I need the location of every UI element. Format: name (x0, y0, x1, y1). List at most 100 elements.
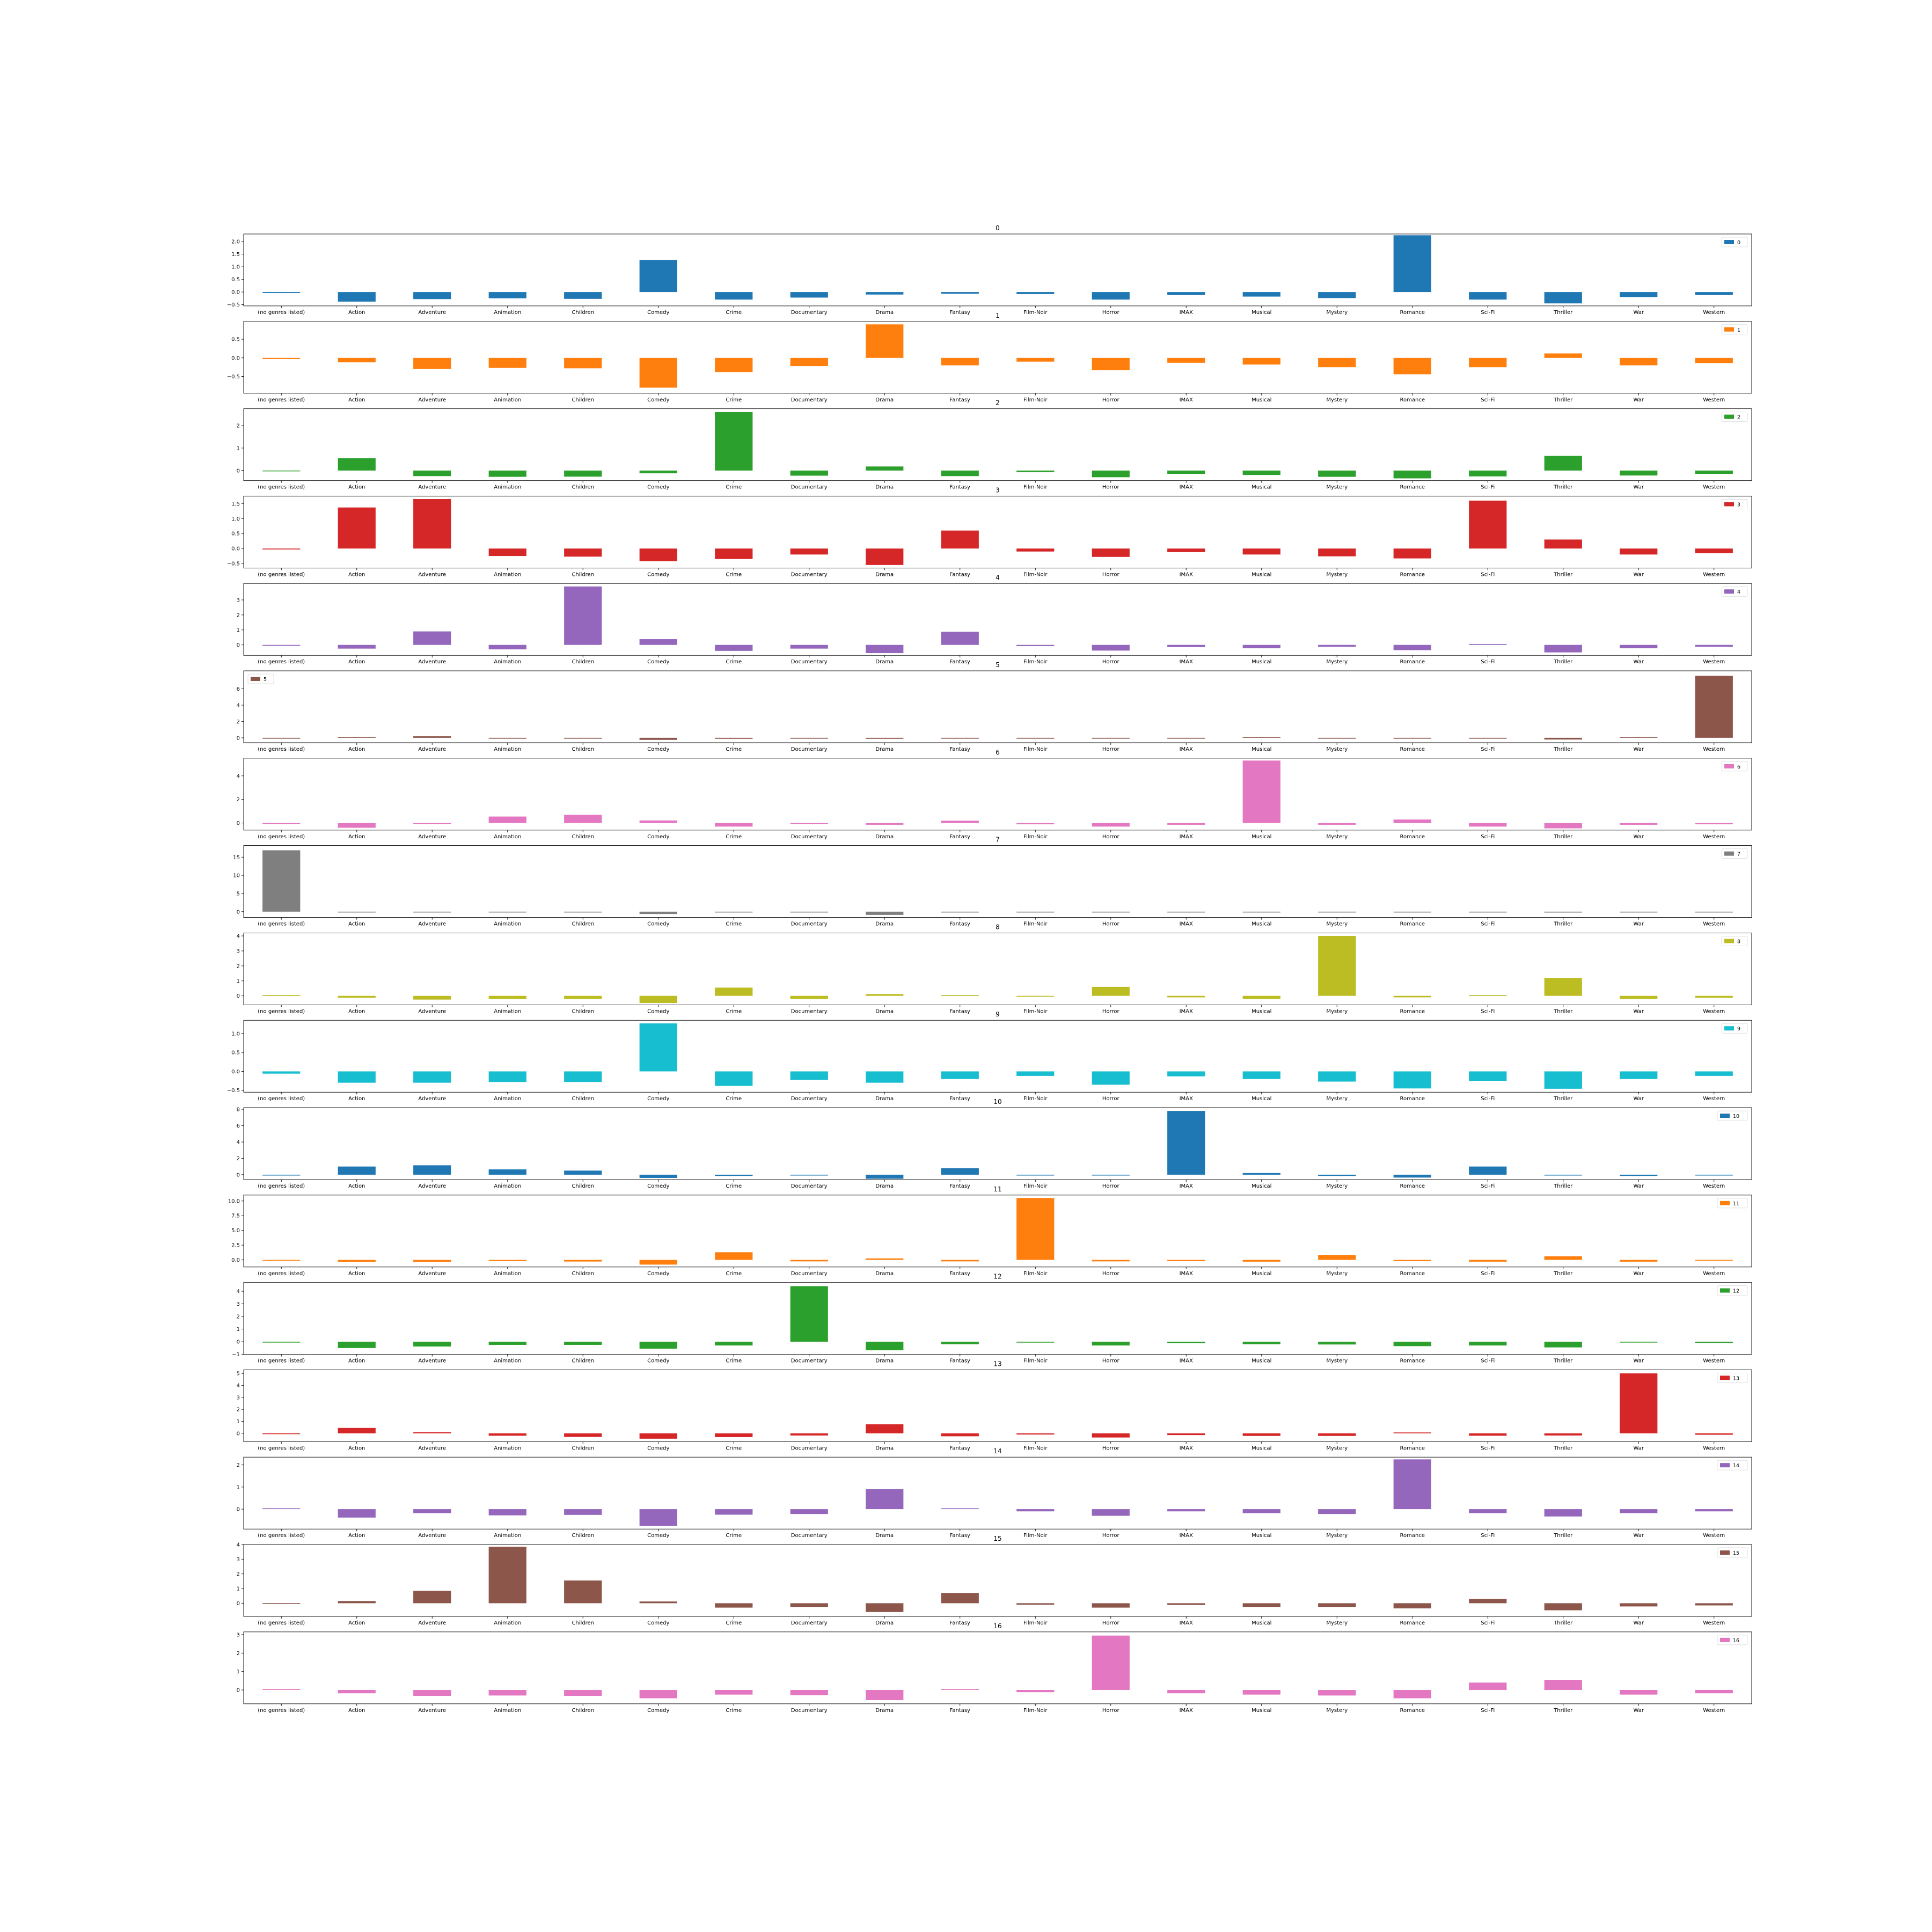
bar-comedy (639, 1601, 677, 1604)
bar-drama (866, 823, 904, 825)
legend-label: 13 (1733, 1375, 1739, 1381)
bar-drama (866, 466, 904, 471)
legend-swatch (1724, 1026, 1734, 1031)
bar-western (1695, 1260, 1733, 1261)
legend-box (1721, 1023, 1748, 1034)
bar-mystery (1318, 1342, 1356, 1345)
bar-musical (1242, 1509, 1280, 1513)
x-tick-label: Film-Noir (1023, 397, 1048, 403)
x-tick-label: Action (348, 1008, 365, 1014)
x-tick-label: Sci-Fi (1481, 310, 1495, 316)
x-tick-label: Crime (726, 1271, 742, 1277)
bar-thriller (1544, 911, 1582, 913)
x-tick-label: Thriller (1553, 310, 1573, 316)
x-tick-label: Mystery (1326, 1533, 1348, 1539)
bar-mystery (1318, 1603, 1356, 1607)
bar-war (1620, 1071, 1658, 1079)
x-tick-label: Horror (1102, 1445, 1120, 1451)
bar-sci-fi (1469, 911, 1507, 913)
bar-romance (1393, 235, 1431, 292)
x-tick-label: Fantasy (950, 572, 971, 577)
x-tick-label: Animation (494, 1096, 521, 1102)
bar-children (564, 996, 602, 999)
x-tick-label: Crime (726, 1445, 742, 1451)
bar-action (338, 996, 376, 998)
x-tick-label: Romance (1400, 310, 1425, 316)
x-tick-label: Children (572, 659, 594, 665)
bar-animation (488, 911, 526, 913)
bar-film-noir (1016, 645, 1055, 646)
y-tick-label: −0.5 (227, 561, 240, 567)
bar-children (564, 586, 602, 645)
bar-musical (1242, 996, 1280, 999)
x-tick-label: (no genres listed) (258, 1271, 305, 1277)
bar-romance (1393, 1071, 1431, 1089)
bar-romance (1393, 819, 1431, 823)
bar-romance (1393, 1603, 1431, 1608)
legend-box (1721, 586, 1748, 597)
x-tick-label: Documentary (791, 1445, 828, 1451)
bar-drama (866, 737, 904, 739)
bar-war (1620, 470, 1658, 475)
bar-imax (1167, 1690, 1205, 1694)
y-tick-label: 4 (237, 1542, 240, 1548)
bar-adventure (413, 996, 451, 1000)
bar-action (338, 1601, 376, 1604)
x-tick-label: Crime (726, 397, 742, 403)
x-tick-label: Sci-Fi (1481, 1358, 1495, 1364)
y-tick-label: 1 (237, 1484, 240, 1490)
bar-mystery (1318, 823, 1356, 825)
y-tick-label: 3 (237, 597, 240, 603)
x-tick-label: Documentary (791, 659, 828, 665)
legend-box (1721, 412, 1748, 422)
x-tick-label: Thriller (1553, 572, 1573, 577)
bar-crime (715, 987, 753, 996)
x-tick-label: Musical (1252, 310, 1271, 316)
x-tick-label: Film-Noir (1023, 310, 1048, 316)
x-tick-label: Action (348, 397, 365, 403)
bar-animation (488, 1433, 526, 1436)
x-tick-label: Musical (1252, 1445, 1271, 1451)
y-tick-label: 0 (237, 1340, 240, 1345)
x-tick-label: Film-Noir (1023, 1096, 1048, 1102)
x-tick-label: Mystery (1326, 1445, 1348, 1451)
bar-horror (1092, 1260, 1130, 1262)
x-tick-label: Mystery (1326, 1096, 1348, 1102)
bar-crime (715, 1071, 753, 1086)
bar-fantasy (941, 470, 979, 477)
bar-drama (866, 645, 904, 654)
bar-film-noir (1016, 911, 1055, 913)
x-tick-label: Thriller (1553, 1183, 1573, 1189)
bar-war (1620, 645, 1658, 648)
x-tick-label: IMAX (1180, 1708, 1193, 1714)
bar-western (1695, 470, 1733, 474)
x-tick-label: Action (348, 485, 365, 491)
x-tick-label: Drama (875, 1533, 894, 1539)
x-tick-label: Mystery (1326, 1271, 1348, 1277)
y-tick-label: 3 (237, 1301, 240, 1307)
y-tick-label: 1.5 (231, 501, 240, 507)
legend: 15 (1717, 1547, 1748, 1558)
bar-children (564, 1342, 602, 1345)
x-tick-label: Children (572, 397, 594, 403)
bar-animation (488, 645, 526, 650)
x-tick-label: Romance (1400, 659, 1425, 665)
bar-horror (1092, 986, 1130, 996)
bar-action (338, 1260, 376, 1262)
x-tick-label: (no genres listed) (258, 572, 305, 577)
bar-adventure (413, 1071, 451, 1083)
x-tick-label: Children (572, 1096, 594, 1102)
bar-thriller (1544, 737, 1582, 740)
bar-mystery (1318, 548, 1356, 557)
legend-swatch (251, 677, 260, 681)
y-tick-label: 0.0 (231, 355, 240, 361)
x-tick-label: Romance (1400, 1271, 1425, 1277)
x-tick-label: War (1634, 397, 1644, 403)
bar-crime (715, 737, 753, 739)
x-tick-label: Film-Noir (1023, 1358, 1048, 1364)
legend-swatch (1720, 1114, 1730, 1118)
x-tick-label: Sci-Fi (1481, 397, 1495, 403)
y-tick-label: −0.5 (227, 302, 240, 308)
subplot-title: 6 (996, 749, 1000, 756)
x-tick-label: Adventure (418, 834, 446, 840)
